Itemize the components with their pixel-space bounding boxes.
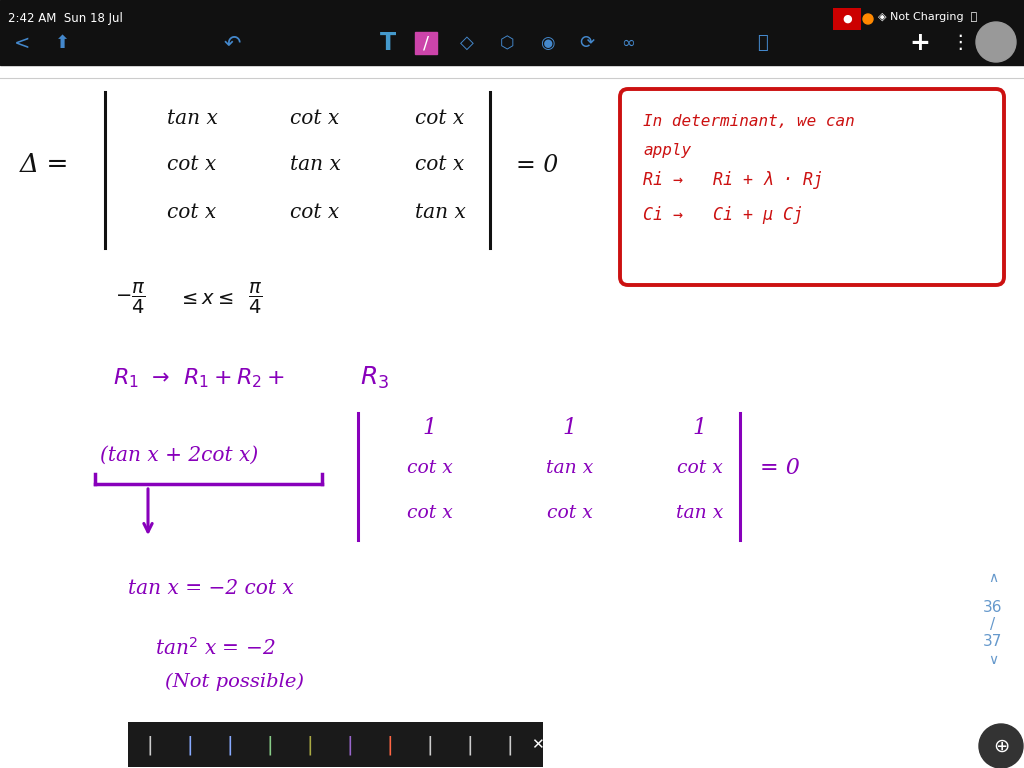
Text: cot x: cot x [167,155,217,174]
Text: 37: 37 [983,634,1002,650]
Text: tan x: tan x [415,204,466,223]
Text: +: + [909,31,931,55]
Circle shape [976,22,1016,62]
Text: (tan x + 2cot x): (tan x + 2cot x) [100,445,258,465]
Text: cot x: cot x [416,155,465,174]
Text: In determinant, we can: In determinant, we can [643,114,855,130]
Text: ⟳: ⟳ [580,34,595,52]
Text: Δ =: Δ = [20,153,70,177]
Text: |: | [507,735,513,755]
Text: ⬆: ⬆ [54,34,70,52]
Text: |: | [266,735,273,755]
Text: /: / [990,617,995,633]
Text: ∧: ∧ [988,571,998,585]
Text: ◈ Not Charging  🔋: ◈ Not Charging 🔋 [878,12,977,22]
Text: <: < [13,34,30,52]
Text: cot x: cot x [167,204,217,223]
Text: $R_1$: $R_1$ [113,366,139,390]
Text: ◇: ◇ [460,34,474,52]
Text: T: T [380,31,396,55]
Text: tan x: tan x [547,459,594,477]
Text: = 0: = 0 [760,457,800,479]
Text: ●: ● [842,14,852,24]
Text: $R_1 + R_2 +$: $R_1 + R_2 +$ [183,366,285,390]
Text: /: / [423,34,429,52]
Text: →: → [152,368,170,388]
Text: cot x: cot x [408,504,453,522]
Text: tan x: tan x [167,108,217,127]
Bar [833,8,861,30]
Text: tan$^2$ x = −2: tan$^2$ x = −2 [155,637,275,659]
Text: |: | [186,735,194,755]
Text: |: | [226,735,233,755]
Text: |: | [387,735,393,755]
Text: = 0: = 0 [516,154,558,177]
Text: 1: 1 [563,417,578,439]
Text: $R_3$: $R_3$ [360,365,389,391]
Text: |: | [146,735,154,755]
Text: $\dfrac{\pi}{4}$: $\dfrac{\pi}{4}$ [248,280,262,316]
Text: ⋮: ⋮ [950,34,970,52]
Text: |: | [427,735,433,755]
Text: ∨: ∨ [988,653,998,667]
Text: cot x: cot x [416,108,465,127]
Text: 1: 1 [423,417,437,439]
Text: ⊕: ⊕ [993,737,1010,756]
Text: ⬡: ⬡ [500,34,514,52]
Text: ∞: ∞ [622,34,635,52]
Bar [415,32,437,54]
Text: cot x: cot x [547,504,593,522]
Circle shape [863,14,873,24]
Text: apply: apply [643,143,691,157]
Text: (Not possible): (Not possible) [165,673,304,691]
Text: |: | [347,735,353,755]
Text: |: | [467,735,473,755]
Bar [128,722,543,767]
Text: $\leq x \leq$: $\leq x \leq$ [178,289,233,307]
Text: ↶: ↶ [223,33,241,53]
Text: tan x: tan x [676,504,724,522]
Text: cot x: cot x [408,459,453,477]
Bar [0,0,1024,65]
Text: ✕: ✕ [530,737,544,753]
Text: 2:42 AM  Sun 18 Jul: 2:42 AM Sun 18 Jul [8,12,123,25]
Text: |: | [306,735,313,755]
Text: 🎙: 🎙 [757,34,767,52]
Text: tan x: tan x [290,155,340,174]
Text: 1: 1 [693,417,707,439]
Text: tan x = −2 cot x: tan x = −2 cot x [128,578,294,598]
Text: Ri →   Ri + λ · Rj: Ri → Ri + λ · Rj [643,171,823,189]
Text: 36: 36 [983,601,1002,615]
Text: ◉: ◉ [540,34,554,52]
Text: Ci →   Ci + μ Cj: Ci → Ci + μ Cj [643,206,803,224]
Circle shape [979,724,1023,768]
Text: cot x: cot x [291,204,340,223]
Text: cot x: cot x [677,459,723,477]
Text: cot x: cot x [291,108,340,127]
FancyBboxPatch shape [620,89,1004,285]
Text: $-\dfrac{\pi}{4}$: $-\dfrac{\pi}{4}$ [115,280,145,316]
